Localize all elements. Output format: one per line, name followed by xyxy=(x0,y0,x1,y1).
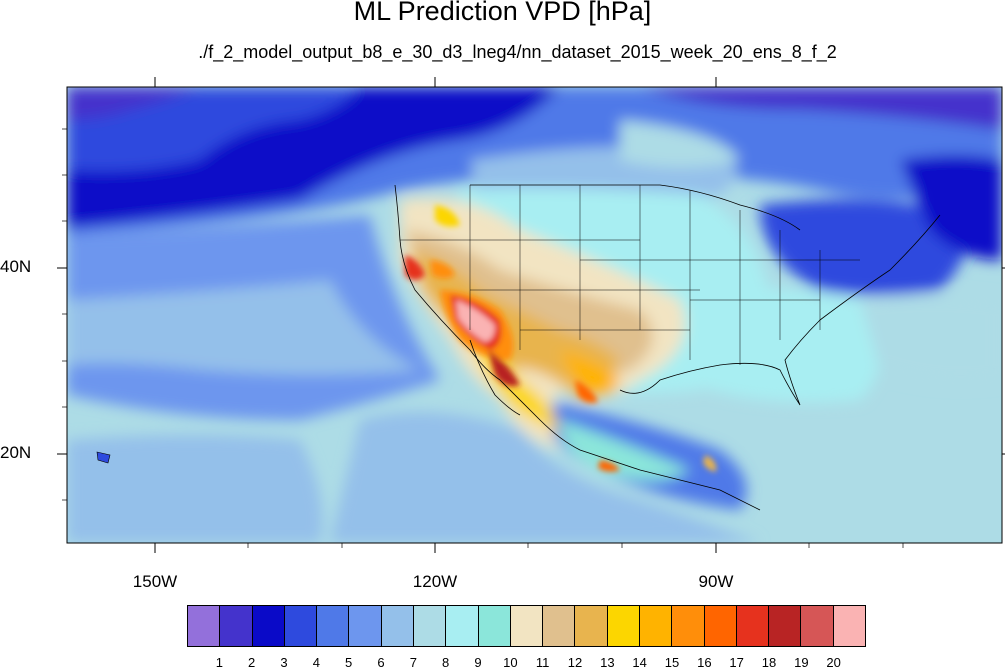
colorbar-swatch xyxy=(801,606,834,646)
colorbar-swatch xyxy=(317,606,350,646)
colorbar-tick-label: 15 xyxy=(664,655,680,670)
colorbar-swatch xyxy=(833,606,865,646)
colorbar-swatch xyxy=(220,606,253,646)
colorbar-tick-label: 8 xyxy=(442,655,450,670)
colorbar-tick-label: 16 xyxy=(697,655,712,670)
colorbar-tick-label: 10 xyxy=(503,655,518,670)
colorbar-swatch xyxy=(188,606,221,646)
state-borders xyxy=(400,185,860,365)
colorbar-tick-label: 18 xyxy=(761,655,777,670)
colorbar-swatch xyxy=(349,606,382,646)
colorbar-swatch xyxy=(284,606,318,646)
vpd-field xyxy=(67,87,1002,543)
map-subtitle: ./f_2_model_output_b8_e_30_d3_lneg4/nn_d… xyxy=(198,42,837,62)
colorbar-swatch xyxy=(381,606,414,646)
colorbar-tick-label: 4 xyxy=(312,655,320,670)
colorbar-tick-label: 19 xyxy=(794,655,809,670)
colorbar-swatch xyxy=(607,606,640,646)
map-title: ML Prediction VPD [hPa] xyxy=(353,0,652,26)
lat-label-20n: 20N xyxy=(0,443,32,462)
colorbar-swatch xyxy=(543,606,576,646)
colorbar-tick-label: 3 xyxy=(280,655,288,670)
colorbar-tick-label: 1 xyxy=(215,655,223,670)
colorbar-swatch xyxy=(704,606,737,646)
colorbar-swatch xyxy=(672,606,705,646)
colorbar-tick-label: 5 xyxy=(345,655,353,670)
colorbar-swatch xyxy=(575,606,608,646)
colorbar-swatch xyxy=(478,606,511,646)
colorbar-swatch xyxy=(413,606,447,646)
colorbar-tick-label: 9 xyxy=(474,655,482,670)
colorbar-swatch xyxy=(446,606,479,646)
lon-label-150w: 150W xyxy=(132,572,178,591)
colorbar-tick-label: 20 xyxy=(826,655,841,670)
colorbar-swatch xyxy=(769,606,802,646)
colorbar-tick-label: 11 xyxy=(535,655,550,670)
colorbar-tick-label: 7 xyxy=(409,655,417,670)
colorbar-tick-label: 17 xyxy=(729,655,744,670)
colorbar-tick-label: 2 xyxy=(248,655,256,670)
colorbar-swatch xyxy=(252,606,285,646)
colorbar-swatch xyxy=(510,606,544,646)
lat-label-40n: 40N xyxy=(0,257,32,276)
lon-label-90w: 90W xyxy=(698,572,734,591)
colorbar-tick-label: 6 xyxy=(377,655,385,670)
colorbar-tick-label: 12 xyxy=(567,655,583,670)
colorbar-tick-label: 13 xyxy=(600,655,615,670)
colorbar-swatch xyxy=(736,606,770,646)
minor-ticks xyxy=(62,128,904,548)
colorbar-swatch xyxy=(639,606,673,646)
colorbar xyxy=(187,605,866,647)
colorbar-tick-label: 14 xyxy=(632,655,647,670)
coastline xyxy=(394,184,941,511)
lon-label-120w: 120W xyxy=(412,572,458,591)
axis-ticks xyxy=(57,77,1005,553)
